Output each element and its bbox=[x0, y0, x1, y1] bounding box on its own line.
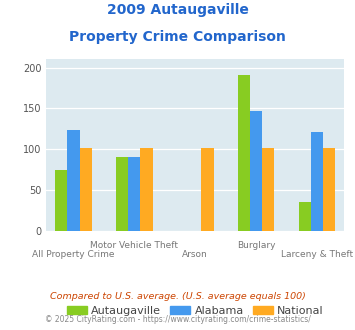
Legend: Autaugaville, Alabama, National: Autaugaville, Alabama, National bbox=[62, 302, 328, 321]
Bar bbox=[80, 148, 92, 231]
Bar bbox=[201, 148, 213, 231]
Bar bbox=[55, 170, 67, 231]
Text: © 2025 CityRating.com - https://www.cityrating.com/crime-statistics/: © 2025 CityRating.com - https://www.city… bbox=[45, 315, 310, 324]
Bar bbox=[323, 148, 335, 231]
Bar bbox=[311, 132, 323, 231]
Bar bbox=[128, 157, 141, 231]
Text: Larceny & Theft: Larceny & Theft bbox=[281, 250, 353, 259]
Text: Arson: Arson bbox=[182, 250, 208, 259]
Bar bbox=[116, 157, 128, 231]
Bar bbox=[67, 130, 80, 231]
Text: 2009 Autaugaville: 2009 Autaugaville bbox=[106, 3, 248, 17]
Text: Property Crime Comparison: Property Crime Comparison bbox=[69, 30, 286, 44]
Text: Motor Vehicle Theft: Motor Vehicle Theft bbox=[91, 241, 179, 250]
Bar bbox=[299, 202, 311, 231]
Text: All Property Crime: All Property Crime bbox=[32, 250, 115, 259]
Text: Compared to U.S. average. (U.S. average equals 100): Compared to U.S. average. (U.S. average … bbox=[50, 292, 305, 301]
Bar bbox=[238, 75, 250, 231]
Bar bbox=[262, 148, 274, 231]
Bar bbox=[141, 148, 153, 231]
Text: Burglary: Burglary bbox=[237, 241, 275, 250]
Bar bbox=[250, 111, 262, 231]
